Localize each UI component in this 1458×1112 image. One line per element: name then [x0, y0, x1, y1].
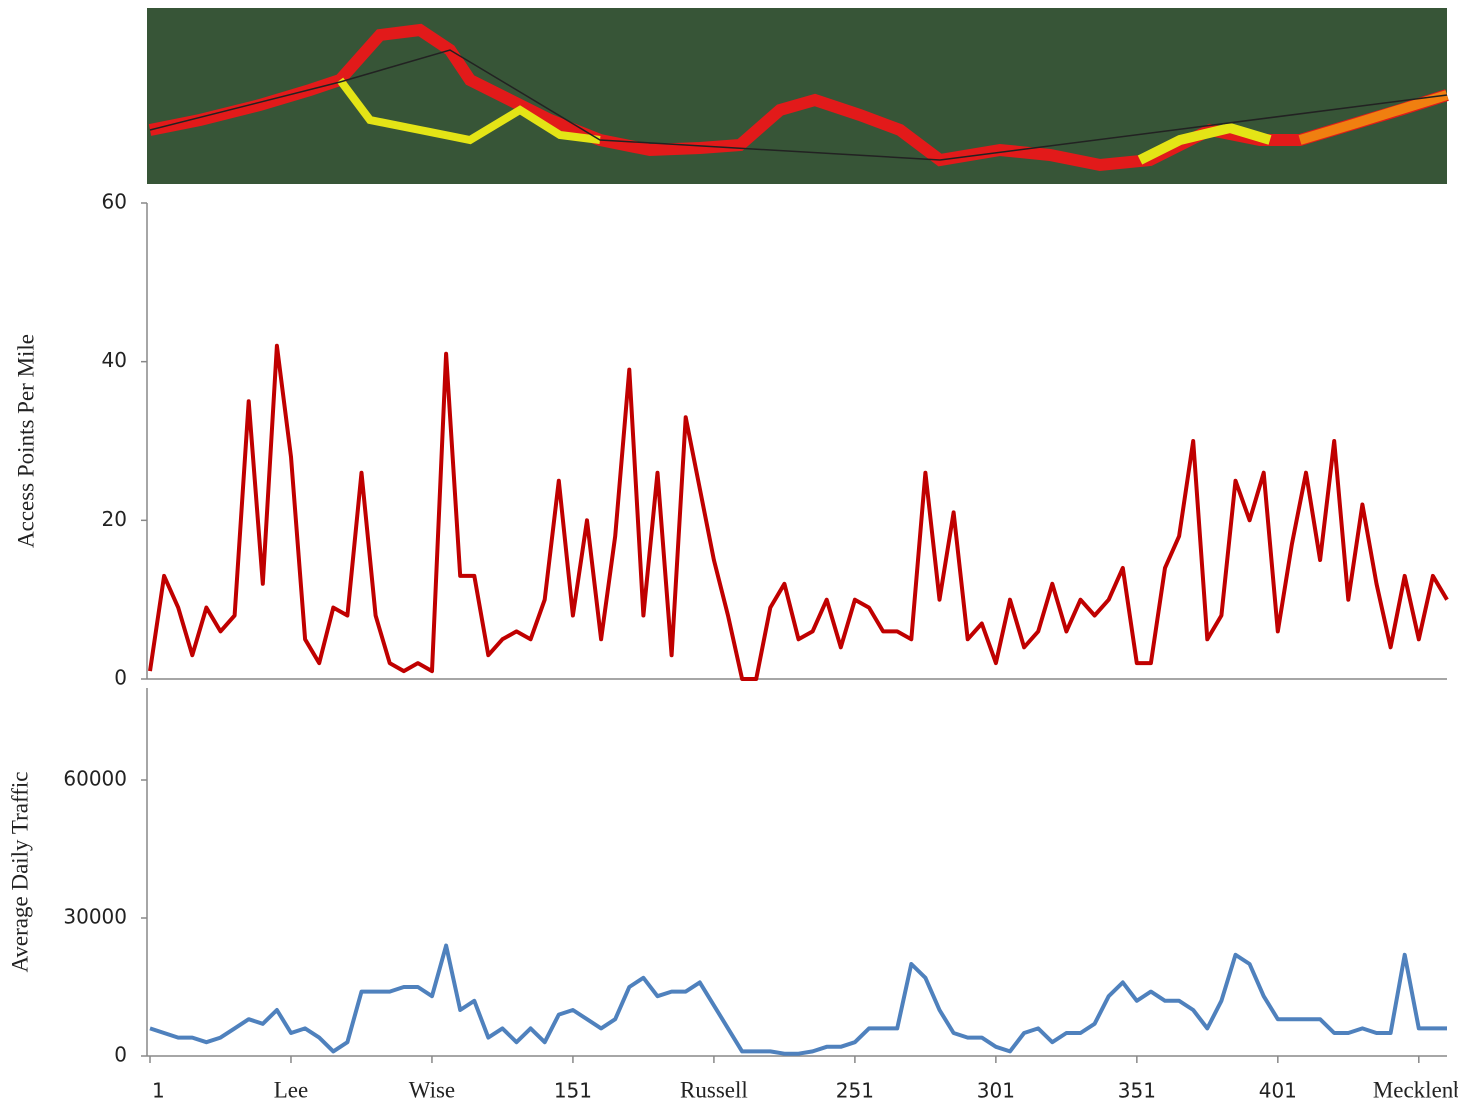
y-tick-label: 60 — [102, 190, 127, 214]
y-tick-label: 20 — [102, 507, 127, 531]
y-tick-label: 0 — [114, 1043, 127, 1067]
y-tick-label: 30000 — [63, 905, 127, 929]
y-tick-label: 40 — [102, 348, 127, 372]
data-line — [148, 343, 1449, 681]
map-route — [1137, 122, 1272, 165]
map-road — [149, 49, 1448, 161]
y-tick-label: 60000 — [63, 767, 127, 791]
y-tick-label: 0 — [114, 666, 127, 690]
x-tick-label: 401 — [1259, 1079, 1297, 1103]
x-tick-label: 301 — [977, 1079, 1015, 1103]
data-line — [149, 943, 1447, 1056]
x-tick-label: Lee — [274, 1077, 308, 1102]
map-shade — [147, 8, 1447, 184]
x-tick-label: Russell — [680, 1077, 748, 1102]
map-strip — [147, 8, 1449, 184]
x-tick-label: 1 — [152, 1079, 165, 1103]
y-axis-label: Access Points Per Mile — [13, 334, 38, 548]
map-route — [336, 77, 601, 145]
map-background — [147, 8, 1447, 184]
y-axis-label: Average Daily Traffic — [7, 772, 32, 973]
x-tick-label: 351 — [1118, 1079, 1156, 1103]
x-tick-label: Mecklenb — [1373, 1077, 1458, 1102]
x-tick-label: 251 — [836, 1079, 874, 1103]
x-tick-label: Wise — [409, 1077, 455, 1102]
x-tick-label: 151 — [554, 1079, 592, 1103]
map-route — [1298, 90, 1449, 145]
